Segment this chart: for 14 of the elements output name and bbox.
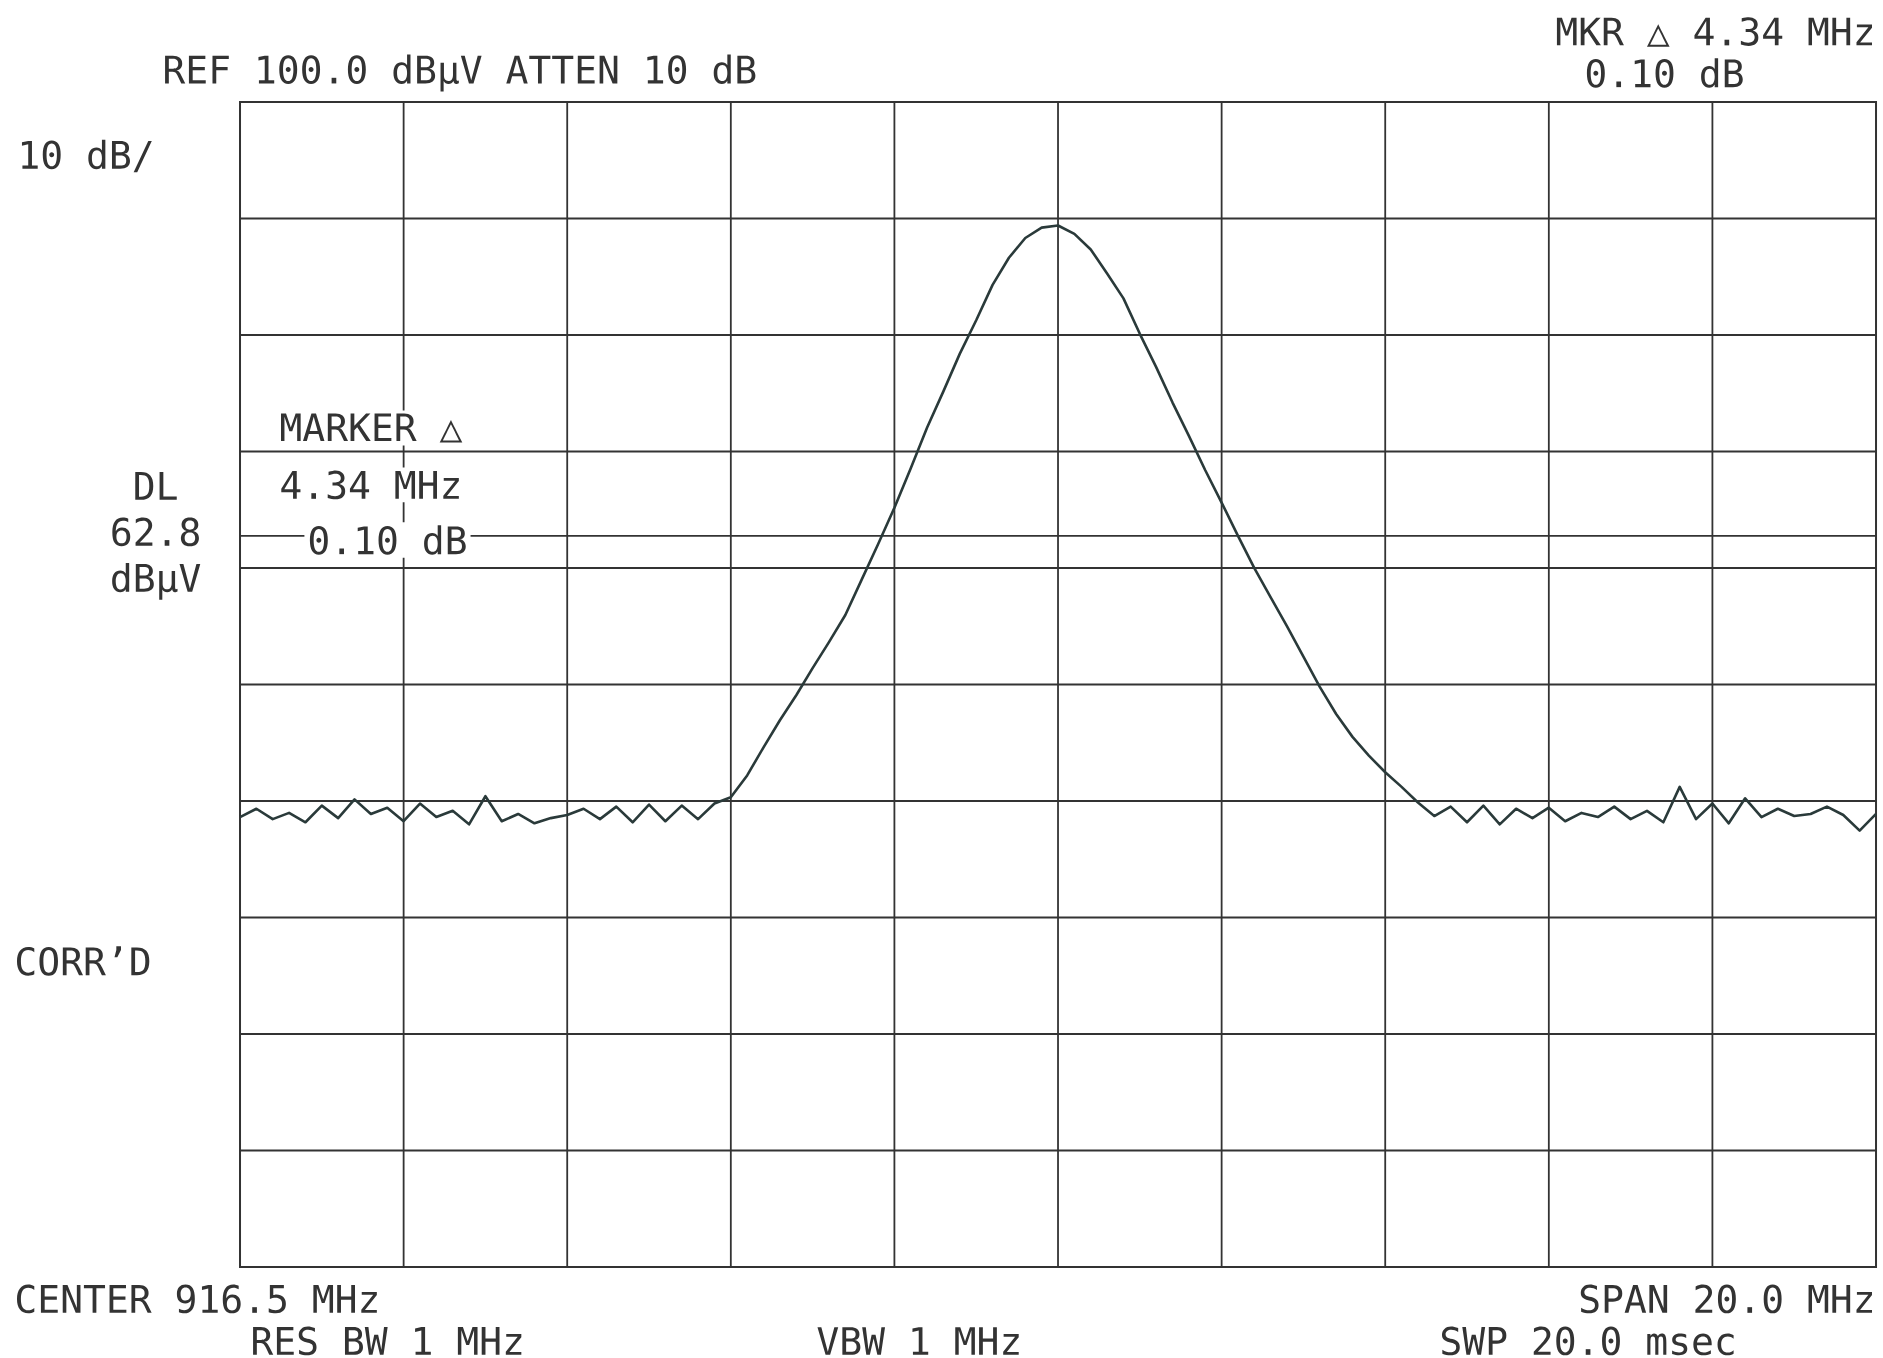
text: SWP 20.0 msec [1441, 1326, 1734, 1356]
annotation: MARKER △ [281, 413, 463, 443]
text: SPAN 20.0 MHz [1580, 1284, 1873, 1314]
annotation: 4.34 MHz [281, 470, 459, 500]
text: 0.10 dB [1586, 58, 1743, 88]
text: RES BW 1 MHz [253, 1326, 522, 1356]
text: REF 100.0 dBµV ATTEN 10 dB [165, 54, 756, 92]
text: VBW 1 MHz [817, 1327, 1019, 1355]
annotation: 0.10 dB [309, 525, 466, 555]
text: MKR △ 4.34 MHz [1556, 17, 1872, 47]
text: 10 dB/ [21, 139, 152, 173]
ref-line-label: DL 62.8 dBµV [112, 472, 201, 600]
text: CENTER 916.5 MHz [16, 1284, 377, 1314]
text: CORR’D [16, 946, 150, 976]
